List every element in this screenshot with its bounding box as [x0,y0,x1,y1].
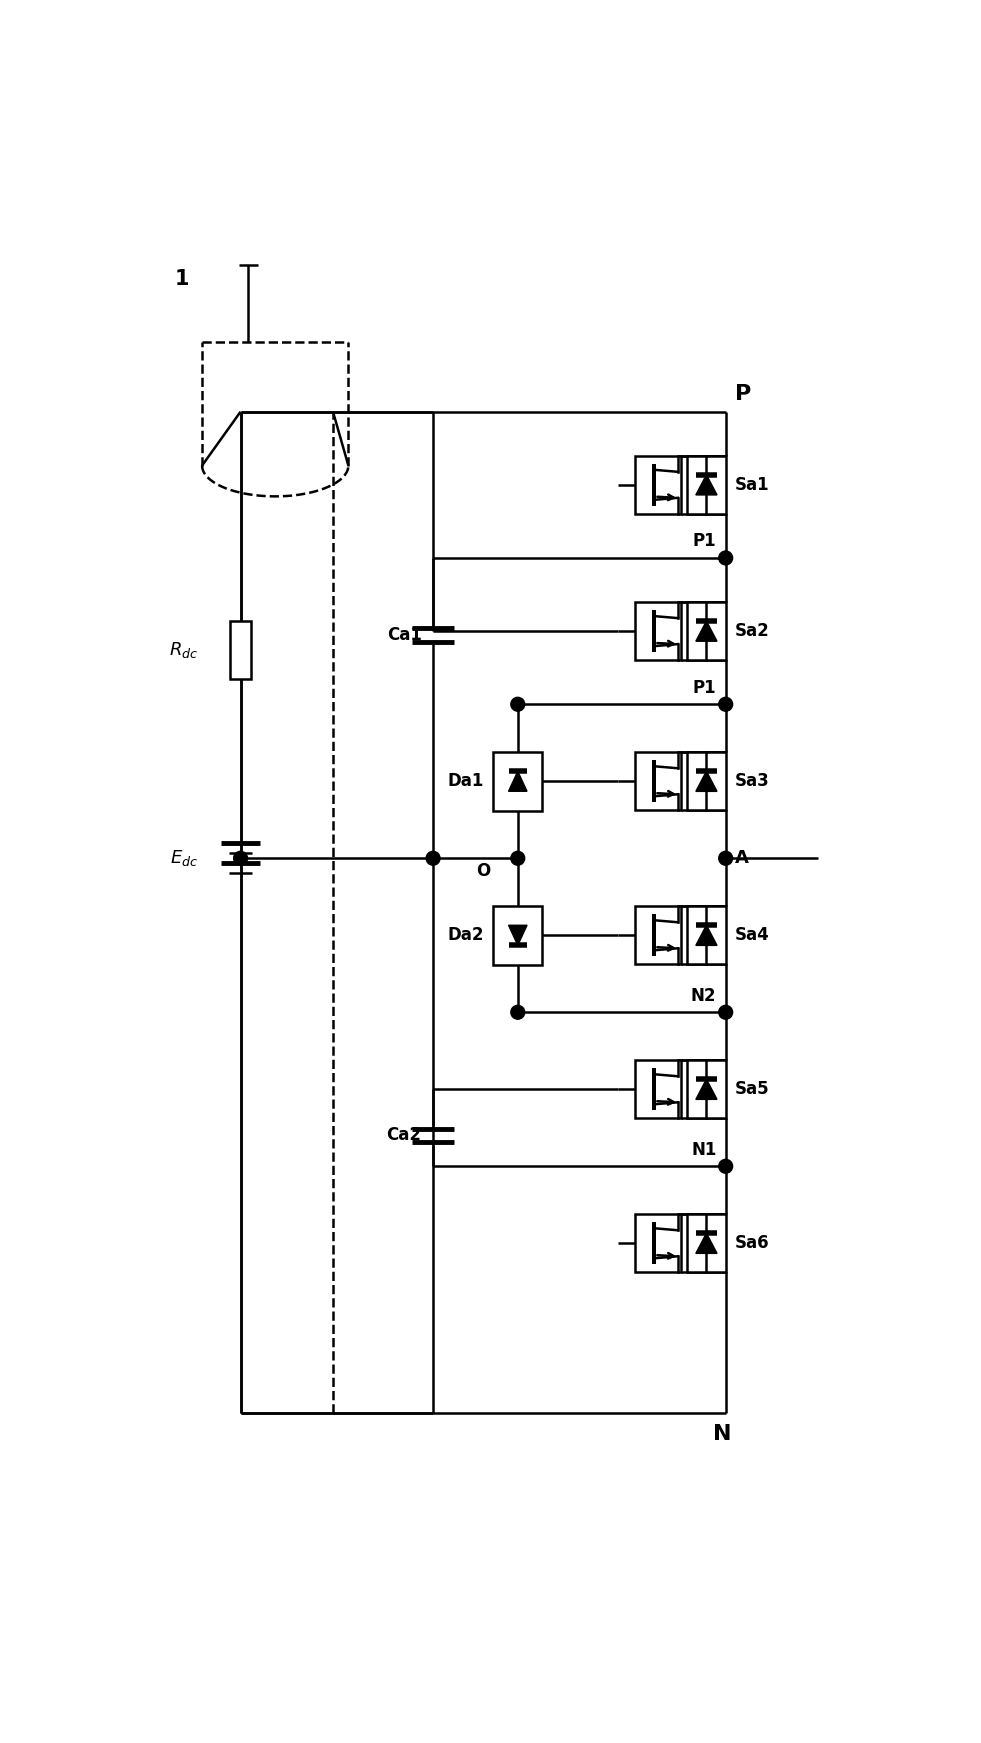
Circle shape [511,697,525,711]
Text: Sa2: Sa2 [735,622,770,640]
Text: P: P [735,383,751,404]
Bar [635,457,681,514]
Circle shape [511,1006,525,1020]
Bar [635,603,681,661]
Text: Da2: Da2 [447,926,484,945]
Bar [687,1215,726,1272]
Text: Sa4: Sa4 [735,926,770,945]
Bar [687,1060,726,1119]
Text: P1: P1 [693,532,716,551]
Polygon shape [696,1232,717,1253]
Bar [635,906,681,964]
Polygon shape [696,926,717,945]
Text: N1: N1 [691,1140,716,1159]
Circle shape [719,1159,733,1173]
Text: 1: 1 [176,268,189,289]
Text: A: A [735,849,749,868]
Circle shape [511,851,525,865]
Circle shape [233,851,247,865]
Bar [687,603,726,661]
Text: Da1: Da1 [447,772,484,790]
Circle shape [719,697,733,711]
Polygon shape [696,770,717,791]
Bar [493,906,542,964]
Circle shape [719,851,733,865]
Bar [687,457,726,514]
Bar [687,753,726,810]
Text: N2: N2 [691,987,716,1004]
Circle shape [719,551,733,565]
Text: O: O [477,863,490,880]
Bar [635,1215,681,1272]
Circle shape [719,1006,733,1020]
Bar [687,906,726,964]
Text: Ca2: Ca2 [387,1126,422,1145]
Text: Ca1: Ca1 [387,626,422,643]
Text: $E_{dc}$: $E_{dc}$ [170,849,198,868]
Bar [635,753,681,810]
Polygon shape [508,926,527,945]
Text: N: N [712,1424,731,1445]
Bar [493,751,542,810]
Text: P1: P1 [693,678,716,697]
Bar [230,622,251,680]
Bar [635,1060,681,1119]
Text: Sa6: Sa6 [735,1234,769,1251]
Polygon shape [696,1079,717,1100]
Circle shape [426,851,440,865]
Text: Sa5: Sa5 [735,1081,769,1098]
Text: Sa1: Sa1 [735,476,769,493]
Polygon shape [508,770,527,791]
Polygon shape [696,474,717,495]
Polygon shape [696,621,717,641]
Text: $R_{dc}$: $R_{dc}$ [169,640,198,661]
Text: Sa3: Sa3 [735,772,770,790]
